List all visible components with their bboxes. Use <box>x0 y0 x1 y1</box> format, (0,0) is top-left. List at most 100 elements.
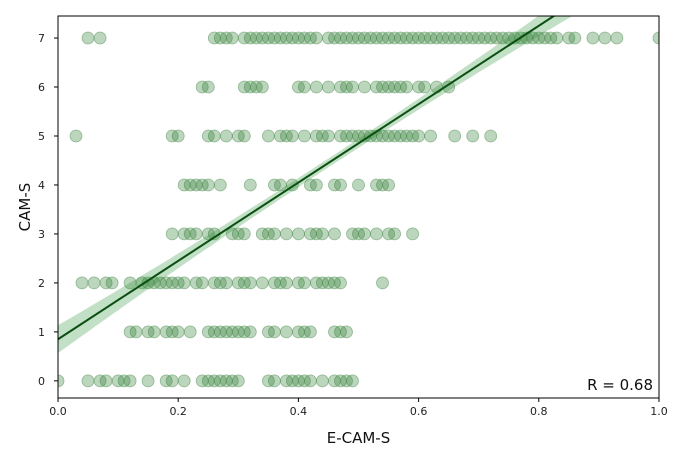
data-point <box>255 80 269 94</box>
data-point <box>93 374 107 388</box>
data-point <box>279 31 293 45</box>
regression-line-layer <box>58 16 556 341</box>
data-point <box>303 31 317 45</box>
x-axis-ticks: 0.0 0.2 0.4 0.6 0.8 1.0 <box>49 398 668 418</box>
data-point <box>243 80 257 94</box>
data-point <box>141 276 155 290</box>
data-point <box>297 80 311 94</box>
data-point <box>225 325 239 339</box>
data-point <box>303 325 317 339</box>
data-point <box>291 374 305 388</box>
data-point <box>99 276 113 290</box>
data-point <box>328 227 341 241</box>
data-point <box>243 178 257 192</box>
data-point <box>207 374 221 388</box>
data-point <box>388 227 402 241</box>
data-point <box>243 325 257 339</box>
data-point <box>586 31 600 45</box>
data-point <box>297 31 311 45</box>
data-point <box>153 276 167 290</box>
data-point <box>568 31 582 45</box>
data-point <box>267 227 281 241</box>
data-point <box>303 227 317 241</box>
data-point <box>346 374 359 388</box>
data-point <box>334 31 347 45</box>
data-point <box>388 31 402 45</box>
data-point <box>328 374 341 388</box>
data-point <box>340 325 353 339</box>
data-point <box>117 374 131 388</box>
data-point <box>394 80 408 94</box>
data-point <box>297 129 311 143</box>
data-point <box>376 31 389 45</box>
data-point <box>129 325 143 339</box>
data-point <box>297 374 311 388</box>
y-tick-label: 0 <box>38 375 45 388</box>
data-point <box>231 227 245 241</box>
data-point <box>183 227 197 241</box>
data-point <box>406 227 420 241</box>
data-point <box>225 31 239 45</box>
data-point <box>201 178 215 192</box>
data-point <box>315 374 329 388</box>
x-tick-label: 0.8 <box>530 405 548 418</box>
data-point <box>237 129 251 143</box>
x-tick-label: 0.0 <box>49 405 67 418</box>
data-point <box>273 276 287 290</box>
data-point <box>249 31 263 45</box>
data-point <box>183 178 197 192</box>
data-point <box>309 178 323 192</box>
data-point <box>394 31 408 45</box>
data-point <box>171 129 185 143</box>
data-point <box>334 129 347 143</box>
data-point <box>309 80 323 94</box>
data-point <box>442 80 456 94</box>
data-point <box>231 129 245 143</box>
data-point <box>340 31 353 45</box>
data-point <box>291 227 305 241</box>
confidence-band-layer <box>58 16 573 354</box>
data-point <box>382 178 396 192</box>
data-point <box>231 276 245 290</box>
data-point <box>213 325 227 339</box>
data-point <box>340 129 353 143</box>
data-point <box>346 80 359 94</box>
data-point <box>219 276 233 290</box>
data-point <box>526 31 540 45</box>
data-point <box>201 227 215 241</box>
data-point <box>237 227 251 241</box>
x-tick-label: 0.6 <box>410 405 428 418</box>
data-point <box>165 325 179 339</box>
data-point <box>460 31 474 45</box>
data-point <box>279 374 293 388</box>
data-point <box>376 129 389 143</box>
correlation-annotation: R = 0.68 <box>587 376 653 394</box>
data-point <box>123 276 137 290</box>
data-point <box>309 276 323 290</box>
data-point <box>279 276 293 290</box>
data-point <box>183 325 197 339</box>
data-point <box>225 227 239 241</box>
data-point <box>279 227 293 241</box>
data-point <box>201 80 215 94</box>
data-point <box>237 276 251 290</box>
y-tick-label: 5 <box>38 130 45 143</box>
data-point <box>472 31 486 45</box>
data-point <box>424 129 438 143</box>
data-point <box>297 325 311 339</box>
data-point <box>267 325 281 339</box>
data-point <box>382 129 396 143</box>
y-tick-label: 3 <box>38 228 45 241</box>
data-point <box>309 31 323 45</box>
data-point <box>285 374 299 388</box>
data-point <box>478 31 492 45</box>
data-point <box>111 374 125 388</box>
data-point <box>99 374 113 388</box>
data-point <box>165 129 179 143</box>
y-tick-label: 7 <box>38 32 45 45</box>
data-point <box>58 374 65 388</box>
data-point <box>279 325 293 339</box>
data-point <box>177 178 191 192</box>
data-point <box>376 80 389 94</box>
